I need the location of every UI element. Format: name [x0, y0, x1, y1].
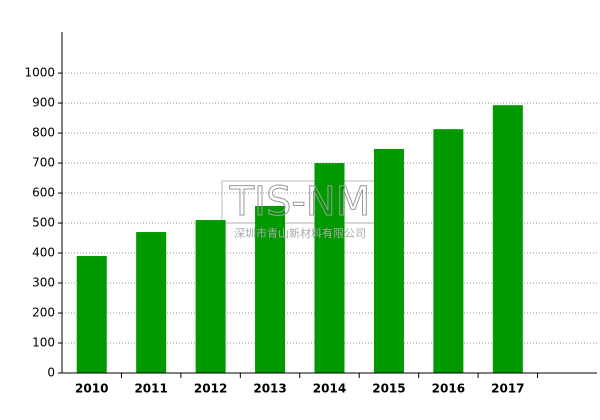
y-tick-label: 900	[32, 96, 55, 110]
bar	[373, 148, 404, 373]
x-tick-label: 2017	[491, 382, 524, 396]
y-tick-label: 200	[32, 306, 55, 320]
y-tick-label: 1000	[24, 66, 55, 80]
x-tick-label: 2013	[253, 382, 286, 396]
y-tick-label: 400	[32, 246, 55, 260]
y-tick-label: 0	[47, 366, 55, 380]
x-tick-label: 2011	[134, 382, 167, 396]
x-tick-label: 2015	[372, 382, 405, 396]
bar	[76, 256, 107, 373]
x-tick-label: 2012	[194, 382, 227, 396]
bar	[195, 220, 226, 373]
watermark-subtitle: 深圳市青山新材料有限公司	[234, 226, 366, 240]
y-tick-label: 700	[32, 156, 55, 170]
y-tick-label: 600	[32, 186, 55, 200]
x-tick-label: 2014	[313, 382, 346, 396]
y-tick-label: 800	[32, 126, 55, 140]
bar	[433, 129, 464, 373]
bar	[255, 205, 286, 373]
y-tick-label: 500	[32, 216, 55, 230]
bar	[314, 163, 345, 373]
bar	[136, 232, 167, 373]
y-tick-label: 100	[32, 336, 55, 350]
x-tick-label: 2010	[75, 382, 108, 396]
watermark: TIS-NM	[229, 179, 371, 225]
y-tick-label: 300	[32, 276, 55, 290]
x-tick-label: 2016	[432, 382, 465, 396]
bar	[492, 105, 523, 374]
